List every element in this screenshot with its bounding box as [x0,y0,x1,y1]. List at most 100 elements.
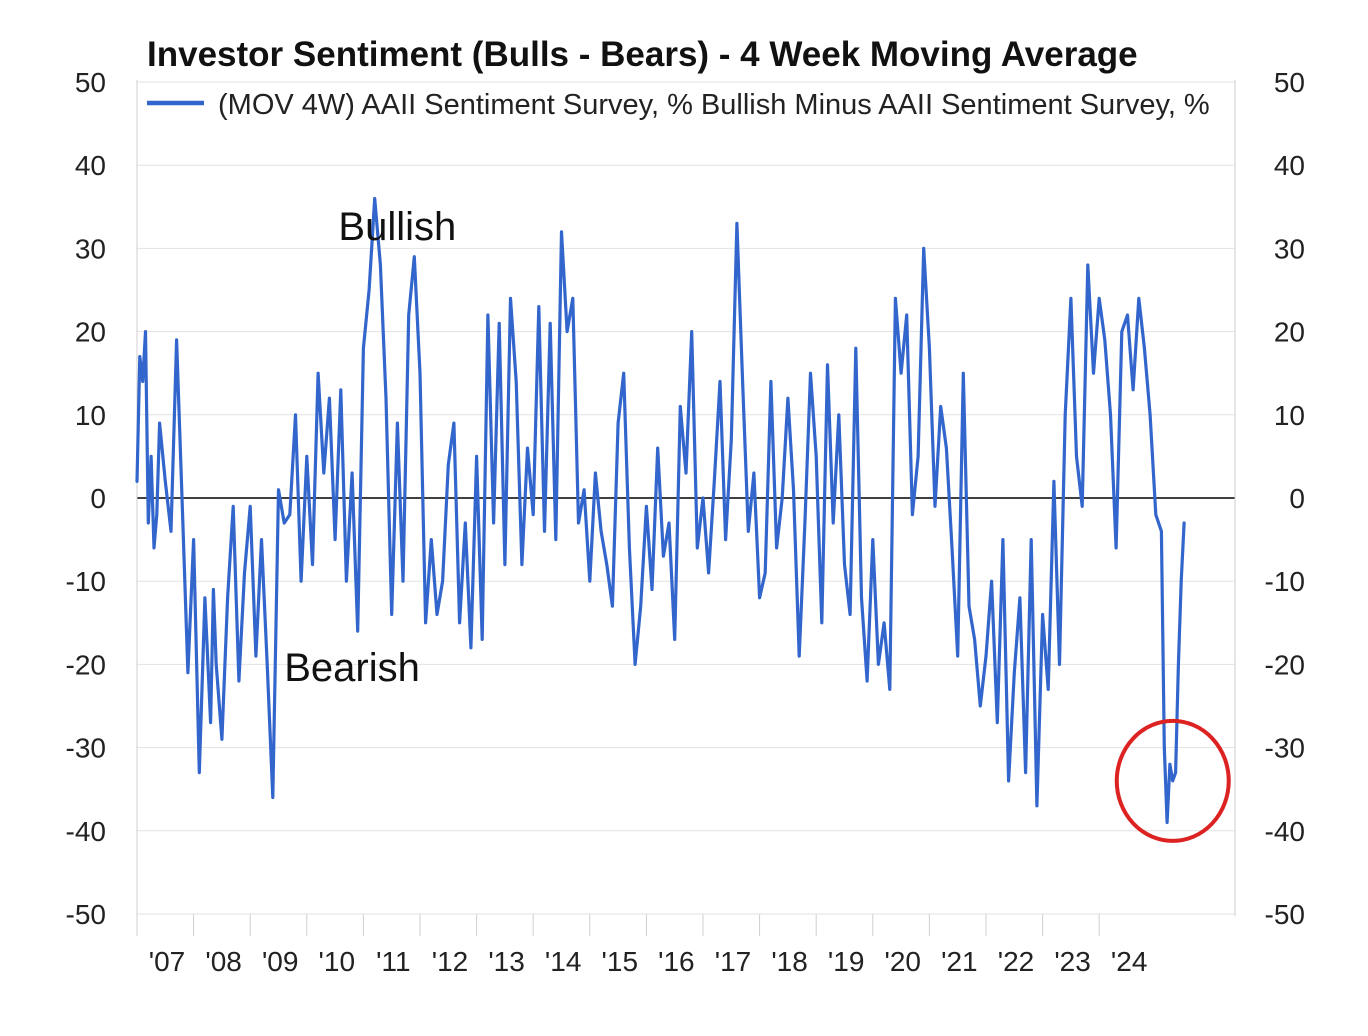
x-tick-label: '07 [149,946,186,977]
data-point [1018,596,1022,599]
data-point [628,546,631,550]
data-point [384,397,388,400]
data-point [973,638,976,641]
data-point [212,588,215,591]
x-tick-label: '21 [941,946,978,977]
data-point [967,605,971,608]
data-point [294,413,297,416]
data-point [1137,297,1141,300]
x-tick-label: '18 [771,946,808,977]
x-tick-label: '13 [488,946,525,977]
annotation-bullish: Bullish [338,205,456,249]
data-point [1171,779,1174,783]
data-point [1069,297,1073,300]
data-point [837,413,840,416]
y-tick-label-left: -50 [66,899,106,930]
data-point [215,663,218,666]
data-point [266,663,269,666]
data-point [1035,804,1039,807]
data-point [362,347,365,350]
data-point [181,505,184,508]
y-tick-label-right: 20 [1274,317,1305,348]
data-point [1120,330,1124,333]
data-point [922,247,925,250]
data-point [447,463,450,466]
data-point [1030,538,1033,541]
data-point [1041,613,1044,616]
data-point [503,563,507,566]
data-point [1143,347,1146,350]
data-point [554,538,557,541]
data-point [424,621,427,624]
data-point [283,521,286,525]
legend-label: (MOV 4W) AAII Sentiment Survey, % Bullis… [218,89,1210,121]
data-point [537,305,540,308]
y-tick-label-left: 40 [75,150,106,181]
data-point [367,288,371,292]
y-tick-label-left: 20 [75,317,106,348]
data-point [1131,388,1135,391]
data-point [888,688,891,691]
data-point [486,313,490,317]
data-point [1058,663,1061,666]
data-point [798,654,801,658]
data-point [769,380,773,383]
y-tick-label-left: -20 [66,649,106,680]
y-tick-label-left: 10 [75,400,106,431]
data-point [848,613,852,616]
data-point [339,388,342,391]
chart-title: Investor Sentiment (Bulls - Bears) - 4 W… [147,35,1138,74]
data-point [899,372,903,375]
data-point [520,563,524,566]
x-tick-label: '15 [602,946,639,977]
data-point [515,380,518,383]
data-point [498,322,501,325]
data-point [1168,763,1172,766]
data-point [577,521,580,525]
data-point [1098,297,1101,300]
data-point [1086,263,1090,267]
data-point [373,197,376,200]
data-point [1174,771,1177,774]
data-point [939,405,942,408]
data-point [1047,688,1050,691]
data-point [144,330,147,333]
y-tick-label-right: 10 [1274,400,1305,431]
data-point [1180,580,1183,583]
data-point [1052,480,1056,483]
data-point [673,638,676,641]
data-point [696,546,699,550]
data-point [1163,746,1166,749]
data-point [209,721,212,724]
data-point [1001,538,1005,541]
data-point [724,538,727,541]
data-point [401,580,405,583]
data-point [1024,771,1027,774]
x-tick-label: '14 [545,946,582,977]
data-point [599,530,603,533]
data-point [469,646,473,649]
data-point [390,613,393,616]
data-point [135,480,139,483]
data-point [481,638,484,641]
data-point [730,438,733,441]
data-point [877,663,880,666]
y-tick-label-right: -40 [1265,816,1305,847]
data-point [345,580,348,583]
data-point [379,263,382,267]
x-tick-label: '23 [1054,946,1091,977]
data-point [237,679,241,683]
data-point [928,347,931,350]
data-point [752,471,756,475]
data-point [141,380,144,383]
data-point [333,538,337,541]
x-tick-label: '24 [1111,946,1148,977]
data-point [650,588,654,591]
data-point [911,513,914,516]
data-point [243,571,246,575]
data-point [611,605,614,608]
data-point [311,563,314,566]
data-point [350,471,354,475]
data-point [781,496,784,500]
gridlines [137,81,1235,915]
